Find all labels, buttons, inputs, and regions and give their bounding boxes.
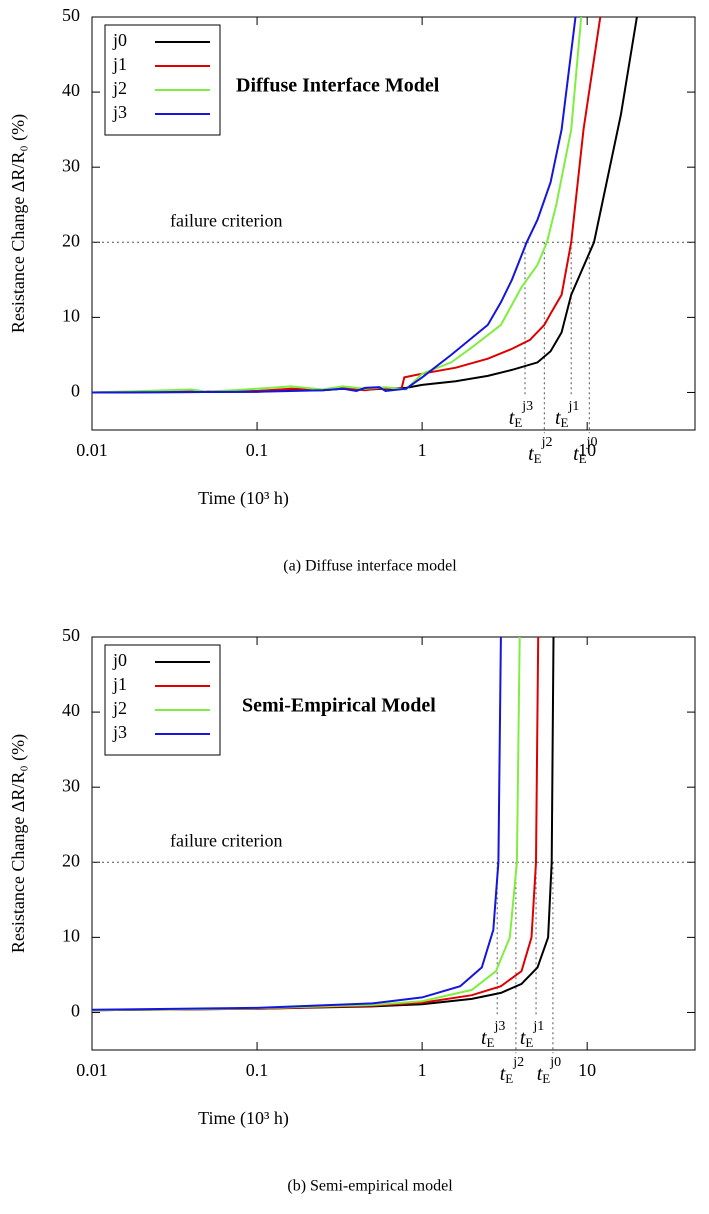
x-tick-label: 0.1 [246, 1060, 269, 1080]
subscript: E [561, 415, 569, 430]
legend-label: j0 [112, 30, 127, 50]
subscript: E [505, 1071, 513, 1086]
subscript: E [514, 415, 522, 430]
superscript: j2 [541, 435, 553, 450]
y-tick-label: 10 [62, 305, 80, 325]
legend-label: j2 [112, 78, 127, 98]
series-line [92, 637, 502, 1011]
symbol: t [537, 1063, 543, 1085]
legend-label: j2 [112, 698, 127, 718]
failure-time-label: tEj0 [573, 435, 597, 466]
x-tick-label: 1 [418, 1060, 427, 1080]
plot-frame [91, 16, 696, 431]
y-tick-label: 50 [62, 5, 80, 25]
y-tick-label: 30 [62, 775, 80, 795]
subscript: E [487, 1035, 495, 1050]
symbol: t [481, 1027, 487, 1049]
failure-criterion-label: failure criterion [170, 830, 282, 850]
superscript: j0 [549, 1055, 561, 1070]
x-axis-label: Time (10³ h) [198, 1108, 289, 1129]
y-axis-label: Resistance Change ΔR/R₀ (%) [8, 734, 29, 953]
symbol: t [500, 1063, 506, 1085]
y-axis-label: Resistance Change ΔR/R₀ (%) [8, 114, 29, 333]
symbol: t [573, 443, 579, 465]
subscript: E [525, 1035, 533, 1050]
x-tick-label: 10 [578, 1060, 596, 1080]
failure-time-label: tEj2 [500, 1055, 524, 1086]
series-line [92, 17, 577, 394]
y-tick-label: 30 [62, 155, 80, 175]
plot-frame [91, 636, 696, 1051]
legend-label: j1 [112, 674, 127, 694]
superscript: j1 [567, 399, 579, 414]
symbol: t [528, 443, 534, 465]
subscript: E [579, 451, 587, 466]
failure-criterion-label: failure criterion [170, 210, 282, 230]
symbol: t [555, 407, 561, 429]
series-line [92, 17, 583, 394]
superscript: j3 [521, 399, 533, 414]
y-tick-label: 20 [62, 230, 80, 250]
y-tick-label: 40 [62, 700, 80, 720]
y-tick-label: 0 [71, 1001, 80, 1021]
subscript: E [534, 451, 542, 466]
legend-label: j3 [112, 722, 127, 742]
failure-time-label: tEj1 [555, 399, 579, 430]
chart-title: Diffuse Interface Model [236, 75, 440, 97]
superscript: j3 [494, 1019, 506, 1034]
x-tick-label: 0.01 [76, 1060, 108, 1080]
x-tick-label: 1 [418, 440, 427, 460]
y-tick-label: 20 [62, 850, 80, 870]
x-tick-label: 10 [578, 440, 596, 460]
legend-label: j3 [112, 102, 127, 122]
symbol: t [520, 1027, 526, 1049]
legend-box [104, 644, 221, 756]
failure-time-label: tEj0 [537, 1055, 561, 1086]
x-tick-label: 0.1 [246, 440, 269, 460]
y-tick-label: 50 [62, 625, 80, 645]
y-tick-label: 0 [71, 381, 80, 401]
legend-label: j1 [112, 54, 127, 74]
symbol: t [509, 407, 515, 429]
failure-time-label: tEj1 [520, 1019, 544, 1050]
superscript: j1 [532, 1019, 544, 1034]
failure-time-label: tEj3 [481, 1019, 505, 1050]
legend-label: j0 [112, 650, 127, 670]
caption: (a) Diffuse interface model [283, 558, 457, 575]
failure-time-label: tEj3 [509, 399, 533, 430]
legend-box [104, 24, 221, 136]
y-tick-label: 10 [62, 925, 80, 945]
chart-title: Semi-Empirical Model [242, 695, 436, 717]
subscript: E [542, 1071, 550, 1086]
caption: (b) Semi-empirical model [287, 1178, 453, 1195]
x-tick-label: 0.01 [76, 440, 108, 460]
superscript: j0 [586, 435, 598, 450]
y-tick-label: 40 [62, 80, 80, 100]
failure-time-label: tEj2 [528, 435, 552, 466]
x-axis-label: Time (10³ h) [198, 488, 289, 509]
superscript: j2 [512, 1055, 524, 1070]
